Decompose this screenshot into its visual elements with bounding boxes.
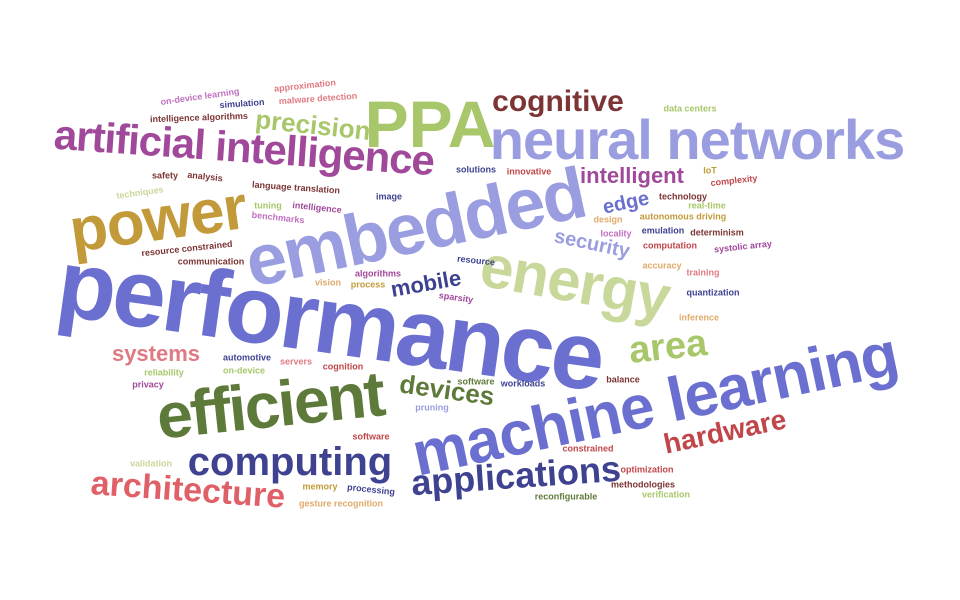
word-solutions: solutions	[456, 164, 496, 175]
word-communication: communication	[177, 256, 245, 267]
word-complexity: complexity	[710, 173, 758, 188]
word-tuning: tuning	[254, 200, 282, 211]
word-malware-detection: malware detection	[278, 90, 358, 107]
word-approximation: approximation	[273, 77, 337, 94]
word-ppa: PPA	[364, 87, 496, 161]
word-processing: processing	[346, 482, 396, 497]
word-gesture-recognition: gesture recognition	[298, 498, 384, 509]
word-process: process	[350, 279, 386, 290]
word-iot: IoT	[703, 165, 717, 176]
word-language-translation: language translation	[251, 179, 341, 196]
word-neural-networks: neural networks	[489, 108, 905, 171]
word-design: design	[593, 214, 623, 225]
word-systems: systems	[111, 341, 201, 366]
word-data-centers: data centers	[663, 103, 717, 114]
word-inference: inference	[678, 312, 720, 323]
word-pruning: pruning	[415, 402, 449, 413]
word-locality: locality	[600, 228, 632, 239]
word-intelligent: intelligent	[580, 163, 684, 188]
word-determinism: determinism	[690, 227, 744, 238]
word-area: area	[626, 322, 710, 372]
word-reliability: reliability	[144, 367, 184, 378]
word-technology: technology	[658, 191, 708, 202]
word-constrained: constrained	[562, 443, 614, 454]
word-safety: safety	[151, 170, 179, 181]
word-innovative: innovative	[506, 166, 552, 177]
word-computing: computing	[187, 440, 393, 484]
word-resource: resource	[456, 253, 496, 268]
word-quantization: quantization	[686, 287, 740, 298]
word-automotive: automotive	[222, 352, 272, 363]
word-vision: vision	[314, 277, 342, 288]
word-algorithms: algorithms	[354, 268, 402, 279]
word-software-2: software	[352, 431, 390, 442]
word-efficient: efficient	[153, 357, 387, 453]
word-optimization: optimization	[620, 464, 674, 475]
word-cognitive: cognitive	[492, 85, 624, 118]
word-software: software	[457, 376, 495, 387]
word-reconfigurable: reconfigurable	[534, 491, 598, 502]
word-cognition: cognition	[322, 361, 364, 372]
word-autonomous-driving: autonomous driving	[639, 211, 727, 222]
word-real-time: real-time	[688, 200, 726, 211]
word-verification: verification	[641, 489, 691, 500]
word-computation: computation	[643, 240, 697, 251]
word-on-device: on-device	[222, 365, 266, 376]
word-memory: memory	[302, 481, 338, 492]
word-training: training	[686, 267, 720, 278]
word-methodologies: methodologies	[610, 479, 676, 490]
word-workloads: workloads	[500, 378, 546, 389]
word-privacy: privacy	[132, 379, 164, 390]
word-servers: servers	[279, 356, 313, 367]
word-systolic-array: systolic array	[713, 238, 773, 255]
word-emulation: emulation	[641, 225, 685, 236]
word-accuracy: accuracy	[642, 260, 682, 271]
word-validation: validation	[129, 458, 173, 469]
word-image: image	[375, 191, 403, 202]
word-balance: balance	[606, 374, 640, 385]
